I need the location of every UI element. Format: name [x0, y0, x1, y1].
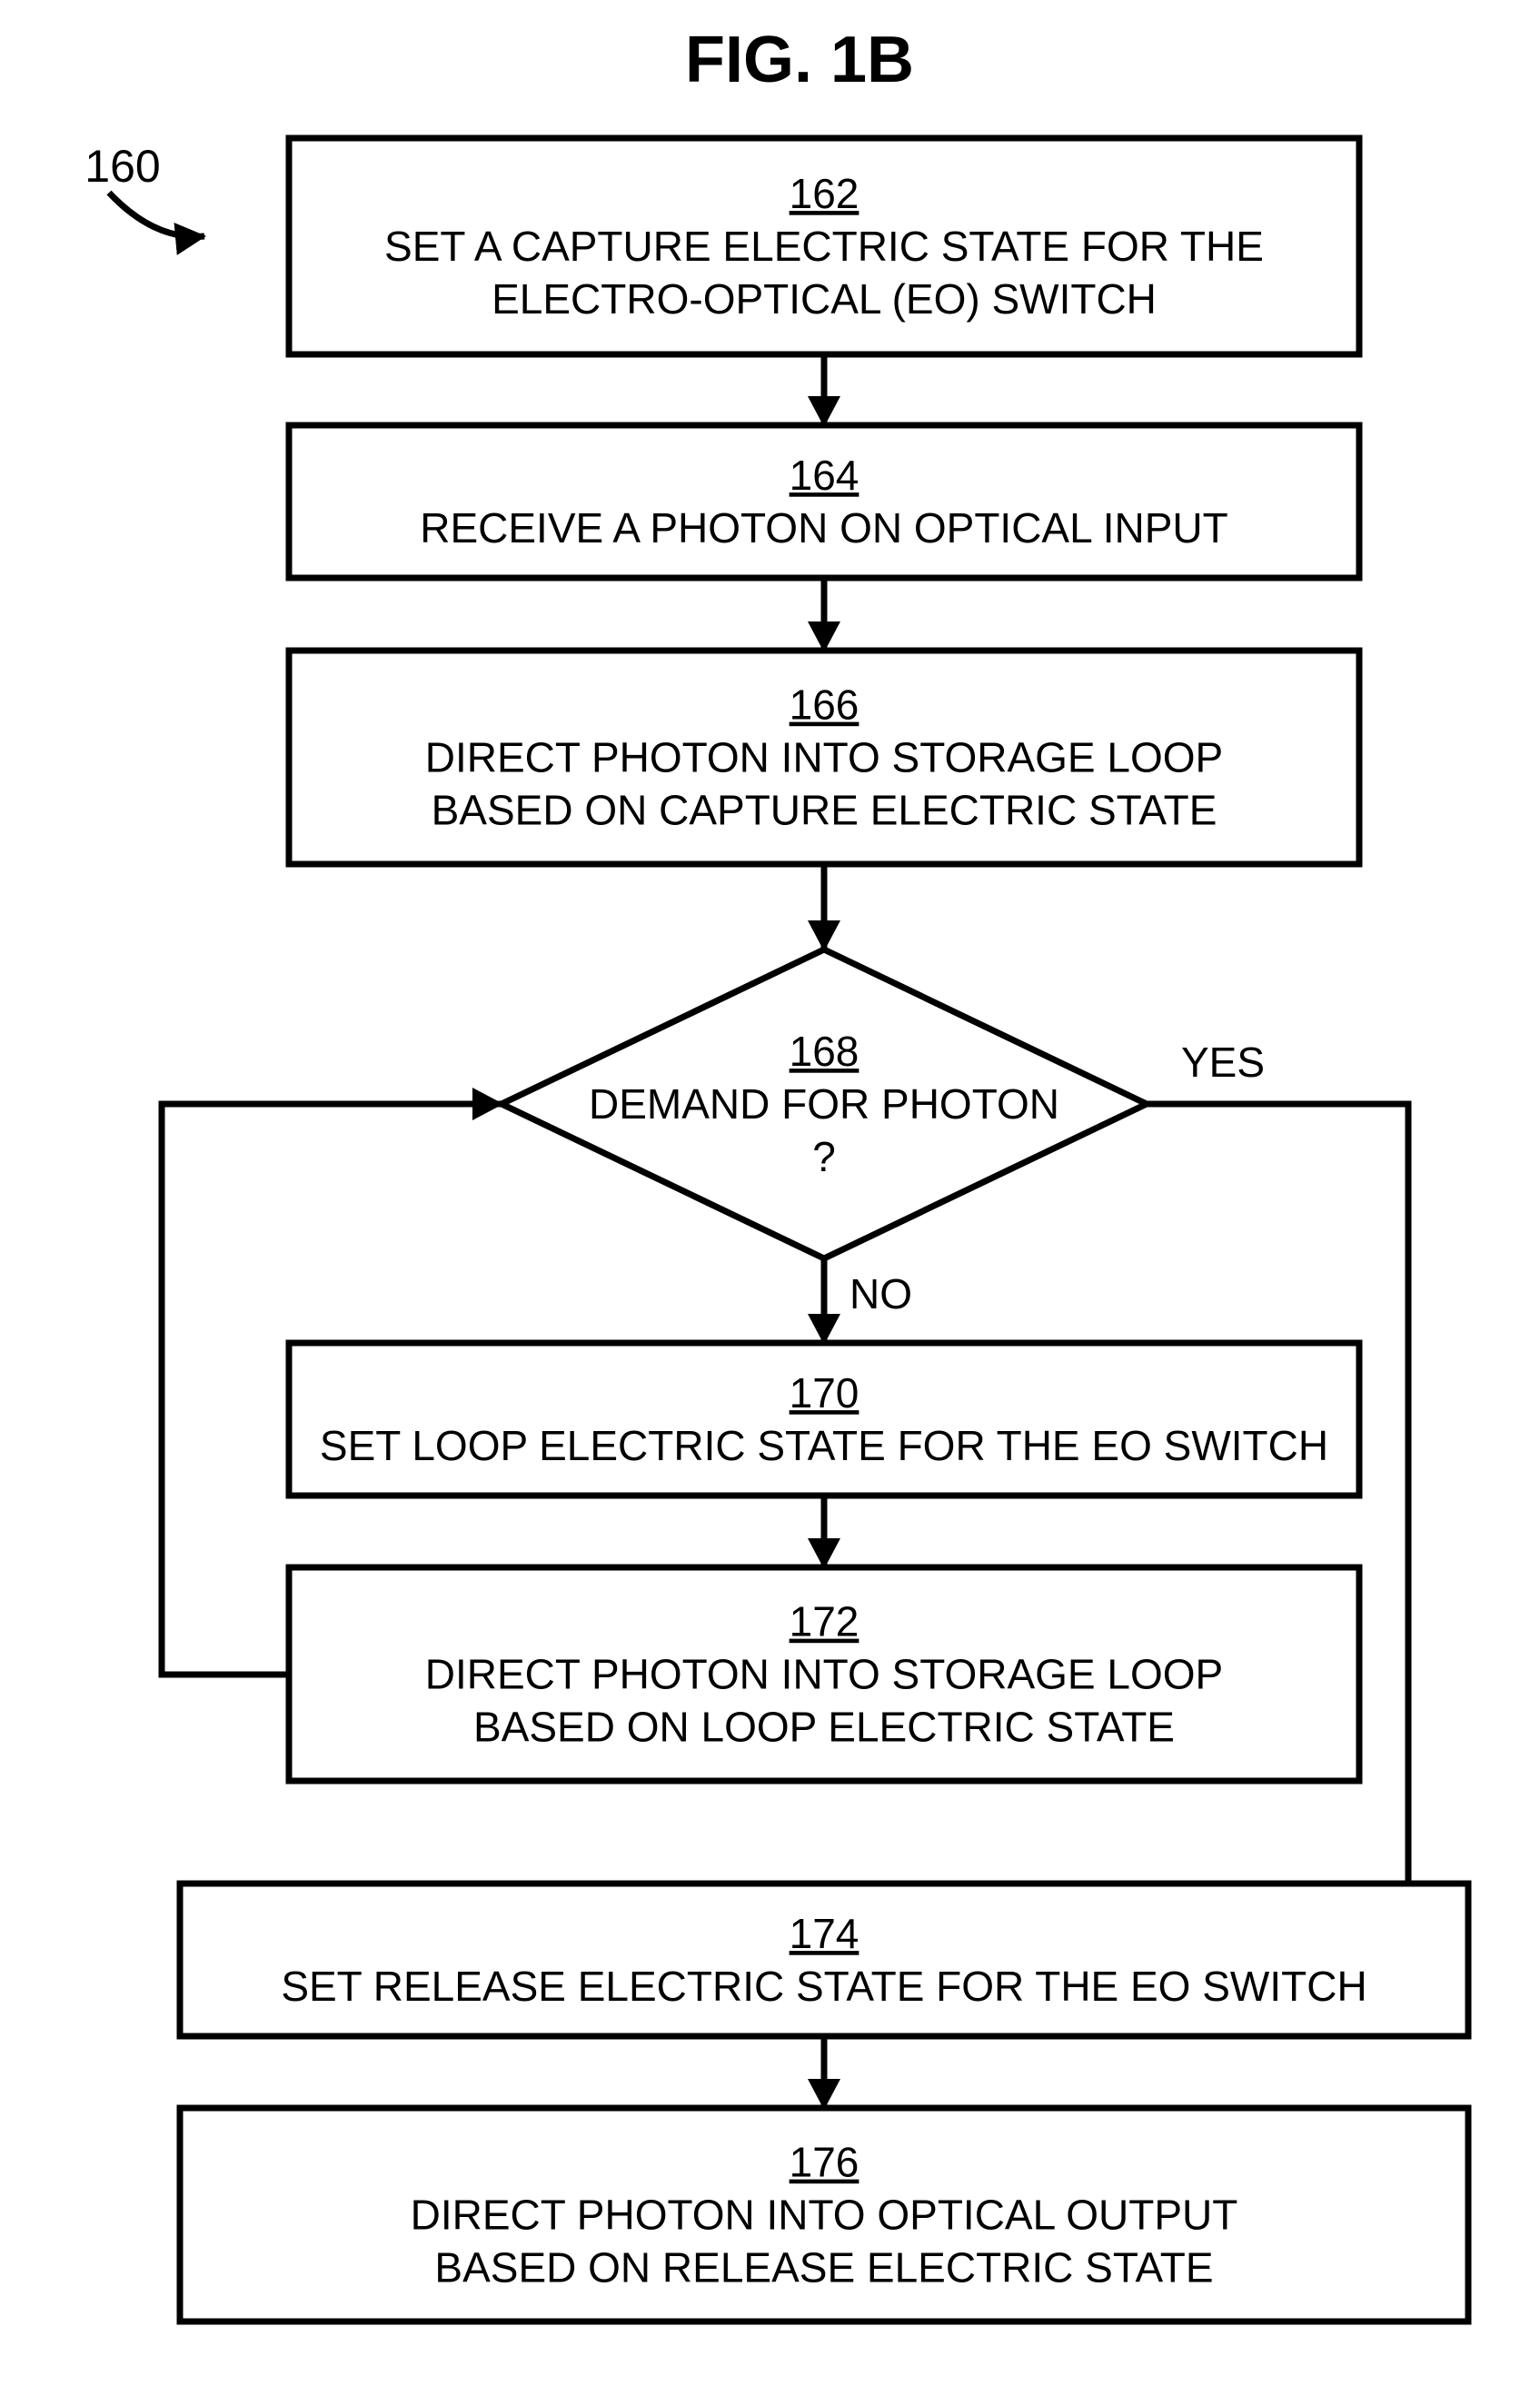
node-line-n176-1: BASED ON RELEASE ELECTRIC STATE: [434, 2244, 1213, 2292]
node-n166: 166 DIRECT PHOTON INTO STORAGE LOOP BASED …: [289, 651, 1359, 864]
ref-label-160: 160: [84, 141, 160, 192]
node-num-n162: 162: [790, 170, 859, 217]
node-n162: 162 SET A CAPTURE ELECTRIC STATE FOR THE E…: [289, 138, 1359, 354]
node-num-n174: 174: [790, 1910, 859, 1957]
node-n172: 172 DIRECT PHOTON INTO STORAGE LOOP BASED …: [289, 1567, 1359, 1781]
node-line-n166-0: DIRECT PHOTON INTO STORAGE LOOP: [425, 734, 1223, 781]
node-line-n168-1: ?: [812, 1133, 836, 1180]
node-num-n172: 172: [790, 1598, 859, 1645]
node-num-n164: 164: [790, 452, 859, 499]
node-num-n170: 170: [790, 1369, 859, 1417]
node-n164: 164 RECEIVE A PHOTON ON OPTICAL INPUT: [289, 425, 1359, 578]
node-line-n176-0: DIRECT PHOTON INTO OPTICAL OUTPUT: [411, 2192, 1238, 2239]
node-line-n172-0: DIRECT PHOTON INTO STORAGE LOOP: [425, 1651, 1223, 1698]
figure-title: FIG. 1B: [685, 24, 914, 96]
node-line-n162-0: SET A CAPTURE ELECTRIC STATE FOR THE: [384, 223, 1264, 270]
node-line-n172-1: BASED ON LOOP ELECTRIC STATE: [473, 1704, 1175, 1751]
node-line-n164-0: RECEIVE A PHOTON ON OPTICAL INPUT: [420, 504, 1228, 552]
edge-label-e4_no: NO: [849, 1270, 912, 1317]
node-line-n162-1: ELECTRO-OPTICAL (EO) SWITCH: [492, 275, 1157, 323]
node-num-n176: 176: [790, 2139, 859, 2186]
node-line-n174-0: SET RELEASE ELECTRIC STATE FOR THE EO SW…: [281, 1963, 1366, 2010]
node-n170: 170 SET LOOP ELECTRIC STATE FOR THE EO SW…: [289, 1343, 1359, 1496]
node-line-n170-0: SET LOOP ELECTRIC STATE FOR THE EO SWITC…: [320, 1422, 1328, 1469]
node-num-n166: 166: [790, 681, 859, 729]
node-line-n168-0: DEMAND FOR PHOTON: [589, 1080, 1059, 1128]
node-num-n168: 168: [790, 1028, 859, 1075]
edge-label-e7_yes: YES: [1181, 1039, 1265, 1086]
node-n176: 176 DIRECT PHOTON INTO OPTICAL OUTPUT BASE…: [180, 2108, 1468, 2321]
node-line-n166-1: BASED ON CAPTURE ELECTRIC STATE: [432, 787, 1217, 834]
node-n174: 174 SET RELEASE ELECTRIC STATE FOR THE EO…: [180, 1884, 1468, 2036]
